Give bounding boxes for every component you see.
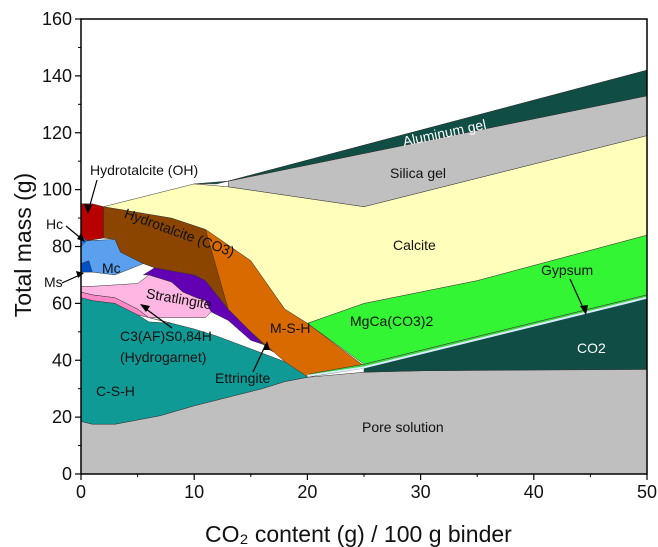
y-tick-label: 60: [52, 293, 72, 313]
x-tick-label: 40: [524, 482, 544, 502]
y-tick-label: 140: [42, 66, 72, 86]
arrowhead-ms: [76, 271, 84, 278]
label-mc: Mc: [102, 260, 121, 276]
label-ettringite: Ettringite: [215, 370, 270, 386]
y-tick-label: 20: [52, 407, 72, 427]
label-calcite: Calcite: [393, 237, 436, 253]
arrowhead-hydrogarnet: [140, 304, 150, 312]
y-axis-title: Total mass (g): [10, 173, 36, 317]
y-tick-label: 80: [52, 237, 72, 257]
arrowhead-ettringite: [263, 341, 270, 350]
x-tick-label: 0: [76, 482, 86, 502]
arrow-heads: [76, 204, 588, 350]
label-co2: CO2: [577, 340, 606, 356]
chart-areas: [80, 69, 648, 475]
label-hydrogarnet-note: (Hydrogarnet): [120, 349, 206, 365]
area-hydrotalcite-oh: [80, 203, 104, 242]
label-csh: C-S-H: [96, 383, 135, 399]
y-tick-label: 160: [42, 9, 72, 29]
y-tick-label: 40: [52, 350, 72, 370]
x-axis-title: CO₂ content (g) / 100 g binder: [205, 521, 512, 547]
series-line-gypsum-boundary: [307, 296, 648, 377]
x-tick-label: 50: [637, 482, 657, 502]
label-hydrogarnet: C3(AF)S0,84H: [120, 328, 212, 344]
y-tick-label: 0: [62, 464, 72, 484]
x-tick-label: 30: [411, 482, 431, 502]
arrowhead-hc: [77, 233, 85, 242]
label-silica-gel: Silica gel: [390, 165, 446, 181]
axis-ticks: 0 10 20 30 40 50 0 20 40 60 80 100 120 140 160: [42, 9, 657, 502]
label-pore-solution: Pore solution: [362, 419, 444, 435]
label-hydrotalcite-oh: Hydrotalcite (OH): [90, 162, 198, 178]
x-tick-label: 20: [297, 482, 317, 502]
arrowhead-gypsum: [580, 305, 588, 315]
y-tick-label: 100: [42, 180, 72, 200]
label-mgcaco3: MgCa(CO3)2: [350, 313, 433, 329]
label-gypsum: Gypsum: [541, 262, 593, 278]
arrowhead-hydrotalcite-oh: [84, 204, 92, 214]
y-tick-label: 120: [42, 123, 72, 143]
label-ms: Ms: [44, 274, 63, 290]
label-hc: Hc: [46, 216, 63, 232]
label-msh: M-S-H: [270, 320, 310, 336]
x-tick-label: 10: [184, 482, 204, 502]
